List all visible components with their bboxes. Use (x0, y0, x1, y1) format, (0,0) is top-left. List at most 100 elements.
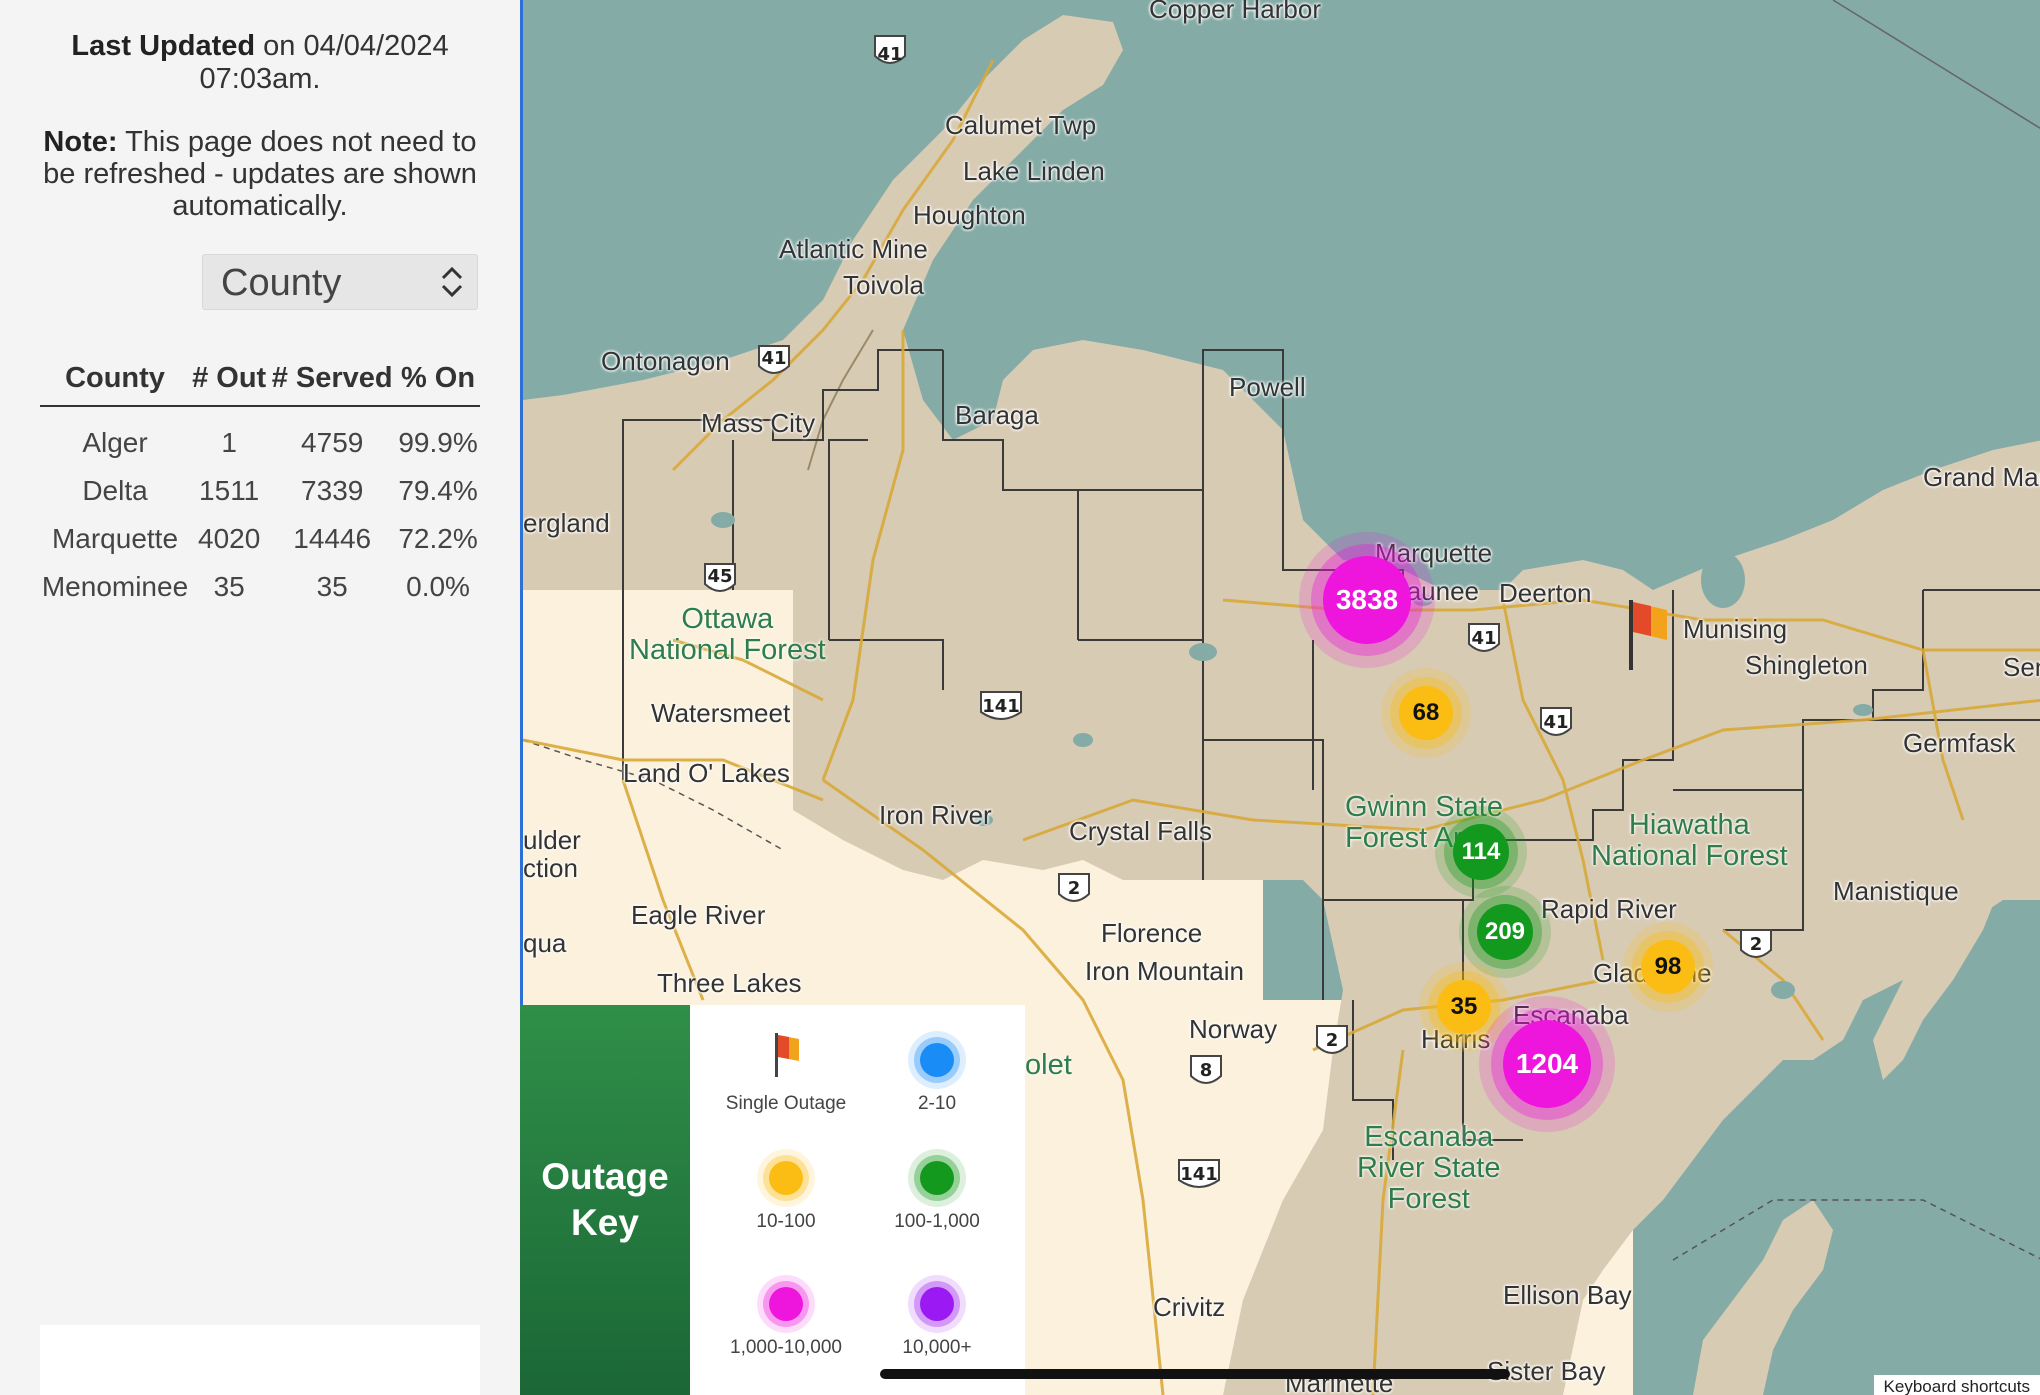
outage-map[interactable]: 41 41 45 41 41 141 2 2 2 8 141 Copper Ha… (520, 0, 2040, 1395)
sidebar-footer (0, 1325, 520, 1395)
col-percent-on[interactable]: % On (396, 358, 480, 407)
svg-text:41: 41 (1471, 628, 1496, 649)
col-served[interactable]: # Served (268, 358, 397, 407)
svg-text:41: 41 (877, 44, 902, 65)
sidebar: Last Updated on 04/04/2024 07:03am. Note… (0, 0, 520, 1325)
place-label: Shingleton (1745, 650, 1868, 680)
place-label: Manistique (1833, 876, 1959, 906)
legend-label: 100-1,000 (894, 1211, 980, 1232)
highway-shield: 41 (758, 345, 790, 374)
place-label: Sene (2003, 652, 2040, 682)
percent-on: 0.0% (406, 571, 470, 602)
outage-key-title: Outage Key (520, 1005, 690, 1395)
place-label: Houghton (913, 200, 1026, 230)
place-label: qua (523, 928, 567, 958)
col-county[interactable]: County (40, 358, 190, 407)
svg-text:2: 2 (1750, 934, 1763, 955)
cluster-count: 35 (1450, 993, 1478, 1020)
refresh-note: Note: This page does not need to be refr… (30, 126, 490, 222)
customers-served: 14446 (293, 523, 372, 554)
svg-text:2: 2 (1326, 1030, 1339, 1051)
percent-on: 72.2% (398, 523, 478, 554)
place-label: Lake Linden (963, 156, 1105, 186)
yellow-dot-icon (769, 1161, 803, 1195)
highway-shield: 141 (980, 691, 1022, 720)
flag-icon[interactable] (1627, 600, 1671, 670)
table-row[interactable]: Delta 1511 7339 79.4% (40, 467, 480, 515)
purple-dot-icon (920, 1287, 954, 1321)
group-by-select[interactable]: County (202, 254, 478, 310)
highway-shield: 41 (1468, 623, 1500, 652)
legend-item-1000-10000: 1,000-10,000 (706, 1287, 866, 1359)
customers-served: 35 (316, 571, 348, 602)
col-out[interactable]: # Out (190, 358, 269, 407)
table-row[interactable]: Alger 1 4759 99.9% (40, 406, 480, 467)
place-label: Crystal Falls (1069, 816, 1213, 846)
outage-cluster[interactable]: 68 (1399, 686, 1453, 740)
legend-item-100-1000: 100-1,000 (857, 1161, 1017, 1233)
customers-served: 7339 (301, 475, 364, 506)
svg-text:45: 45 (707, 566, 732, 587)
place-label: Toivola (843, 270, 924, 300)
cluster-count: 68 (1412, 699, 1440, 726)
customers-out: 1511 (199, 475, 260, 506)
county-table-header: County # Out # Served % On (40, 358, 480, 407)
forest-label: Ottawa National Forest (629, 603, 826, 666)
group-by-select-value: County (221, 262, 342, 304)
highway-shield: 2 (1740, 929, 1772, 958)
customers-served: 4759 (301, 427, 364, 458)
forest-label: Escanaba River State Forest (1357, 1121, 1501, 1215)
cluster-count: 1204 (1515, 1048, 1579, 1079)
outage-cluster[interactable]: 209 (1477, 904, 1533, 960)
customers-out: 4020 (198, 523, 261, 554)
county-name: Alger (82, 427, 148, 458)
outage-cluster[interactable]: 114 (1453, 824, 1509, 880)
place-label: ergland (523, 508, 610, 538)
place-label: Florence (1101, 918, 1203, 948)
note-text: This page does not need to be refreshed … (43, 126, 477, 222)
table-row[interactable]: Menominee 35 35 0.0% (40, 563, 480, 611)
svg-text:41: 41 (761, 348, 786, 369)
place-label: Grand Mar (1923, 462, 2040, 492)
legend-item-10-100: 10-100 (706, 1161, 866, 1233)
place-label: olet (1025, 1049, 1072, 1081)
table-row[interactable]: Marquette 4020 14446 72.2% (40, 515, 480, 563)
outage-cluster[interactable]: 1204 (1503, 1020, 1591, 1108)
outage-cluster[interactable]: 3838 (1323, 556, 1411, 644)
place-label: Three Lakes (657, 968, 802, 998)
place-label: ulder ction (523, 825, 581, 883)
customers-out: 1 (221, 427, 237, 458)
last-updated-label: Last Updated (71, 30, 256, 62)
outage-cluster[interactable]: 35 (1437, 980, 1491, 1034)
legend-label: 10,000+ (902, 1337, 972, 1358)
svg-text:141: 141 (982, 696, 1020, 717)
county-name: Menominee (41, 571, 189, 602)
place-label: Norway (1189, 1014, 1278, 1044)
place-label: Rapid River (1541, 894, 1677, 924)
svg-text:2: 2 (1068, 878, 1081, 899)
place-label: Ontonagon (601, 346, 730, 376)
flag-icon (775, 1033, 799, 1077)
customers-out: 35 (213, 571, 245, 602)
blue-dot-icon (920, 1043, 954, 1077)
legend-label: 10-100 (756, 1211, 816, 1232)
cluster-count: 98 (1654, 953, 1682, 980)
place-label: Germfask (1903, 728, 2016, 758)
forest-label: Hiawatha National Forest (1591, 809, 1788, 872)
place-label: Marquette (1375, 538, 1493, 568)
highway-shield: 2 (1316, 1025, 1348, 1054)
highway-shield: 141 (1178, 1159, 1220, 1188)
place-label: Watersmeet (651, 698, 791, 728)
outage-cluster[interactable]: 98 (1641, 940, 1695, 994)
percent-on: 99.9% (398, 427, 478, 458)
home-indicator[interactable] (880, 1369, 1510, 1379)
legend-item-2-10: 2-10 (857, 1033, 1017, 1115)
note-label: Note: (43, 126, 118, 158)
county-name: Delta (82, 475, 148, 506)
place-label: Calumet Twp (945, 110, 1097, 140)
keyboard-shortcuts-link[interactable]: Keyboard shortcuts (1873, 1375, 2040, 1395)
svg-text:41: 41 (1543, 712, 1568, 733)
cluster-count: 209 (1484, 918, 1526, 945)
cluster-count: 114 (1461, 838, 1501, 865)
place-label: Iron Mountain (1085, 956, 1244, 986)
